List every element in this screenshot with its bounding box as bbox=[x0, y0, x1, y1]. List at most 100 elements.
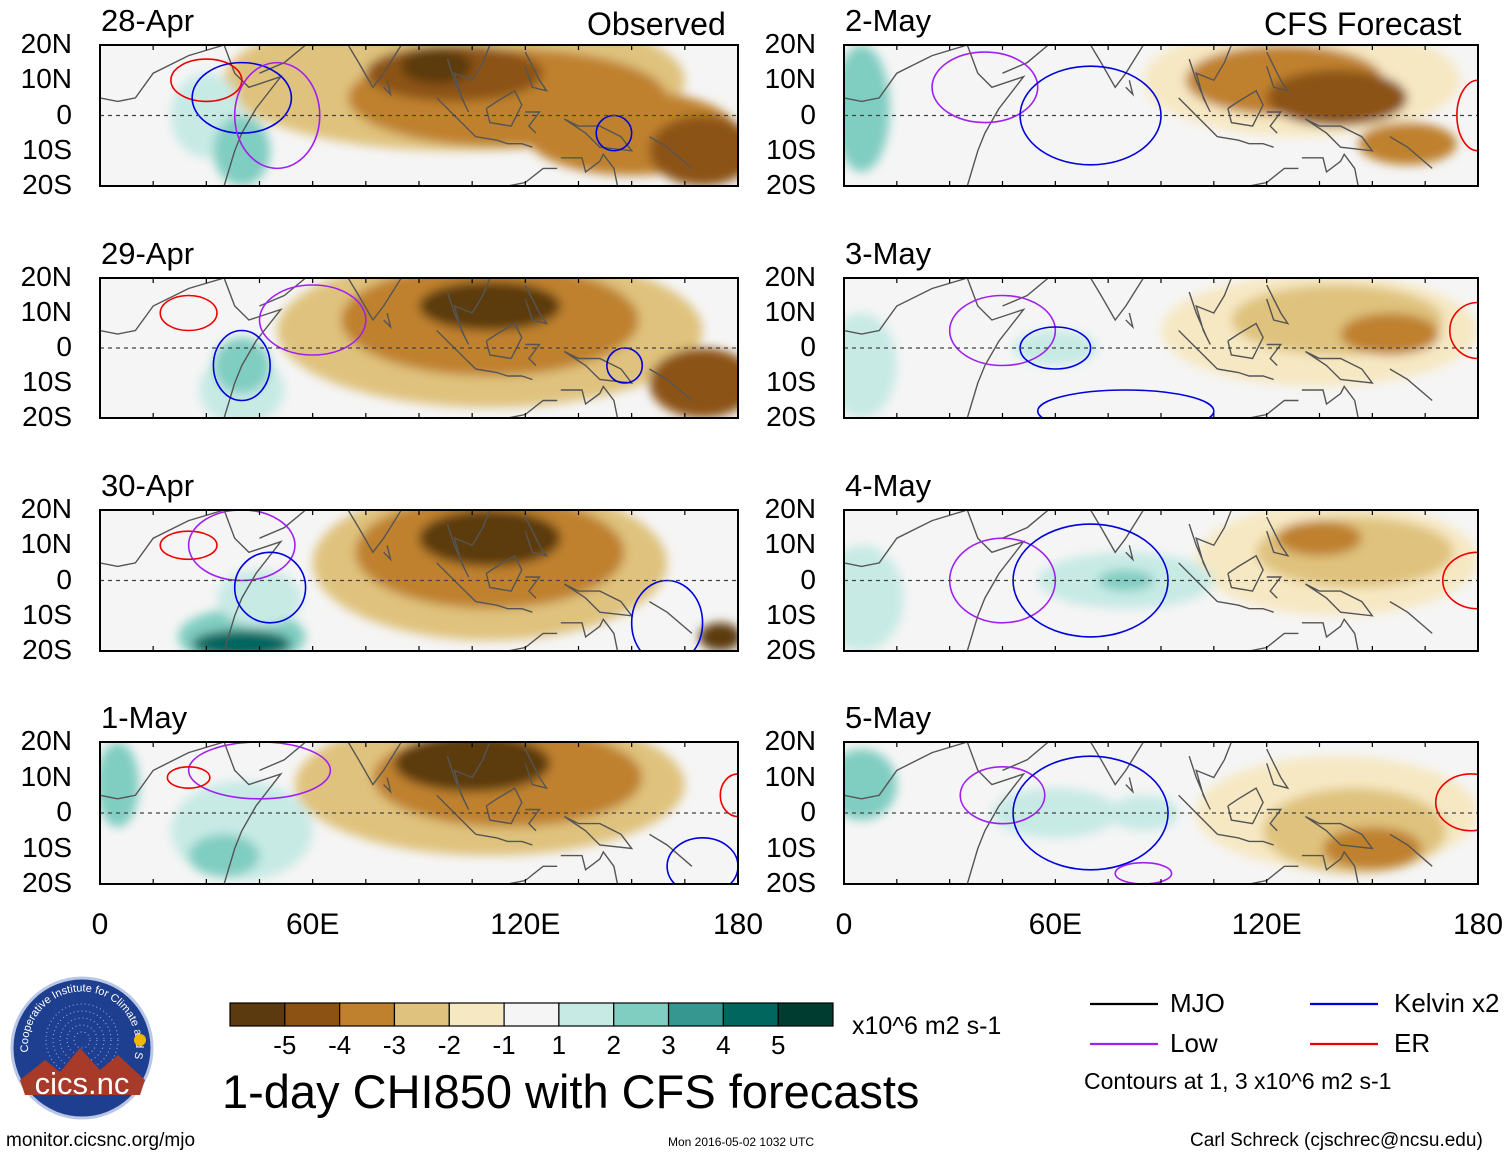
y-tick-label: 10S bbox=[22, 598, 72, 630]
y-tick-label: 20N bbox=[764, 261, 816, 292]
wave-contour bbox=[233, 551, 307, 624]
coastline bbox=[1389, 136, 1433, 169]
coastline bbox=[560, 385, 619, 418]
logo-mountains bbox=[20, 1048, 145, 1095]
coastline bbox=[844, 45, 968, 103]
x-tick-label: 0 bbox=[835, 908, 853, 941]
coastline bbox=[1301, 385, 1359, 418]
chart-title: 1-day CHI850 with CFS forecasts bbox=[222, 1065, 920, 1118]
coastline bbox=[1305, 583, 1374, 617]
wave-contour bbox=[1434, 773, 1478, 832]
panel-date-label: 29-Apr bbox=[101, 236, 195, 271]
y-tick-label: 10S bbox=[766, 598, 816, 630]
coastline bbox=[1266, 748, 1290, 790]
coastline bbox=[347, 278, 427, 322]
coastline bbox=[100, 742, 225, 800]
wave-contour bbox=[258, 284, 367, 356]
map-panel bbox=[843, 44, 1479, 187]
x-tick-label: 0 bbox=[91, 908, 109, 941]
coastline bbox=[1248, 399, 1299, 418]
map-panel bbox=[843, 509, 1479, 652]
coastline bbox=[1266, 808, 1283, 832]
y-tick-label: 20N bbox=[764, 28, 816, 59]
x-tick-label: 120E bbox=[1231, 908, 1302, 941]
y-tick-label: 10S bbox=[766, 831, 816, 863]
anomaly-region bbox=[1266, 69, 1408, 127]
coastline bbox=[1089, 742, 1168, 786]
coastline bbox=[563, 118, 634, 152]
coastline bbox=[223, 45, 283, 186]
coastline bbox=[259, 742, 307, 772]
y-tick-label: 20S bbox=[766, 867, 816, 898]
wave-contour bbox=[212, 329, 271, 402]
coastline bbox=[563, 815, 634, 850]
coastline bbox=[1301, 152, 1359, 186]
y-tick-label: 0 bbox=[800, 331, 816, 362]
coastline bbox=[485, 787, 523, 825]
coastline bbox=[1248, 632, 1299, 651]
y-tick-label: 10N bbox=[20, 63, 72, 95]
y-tick-label: 10N bbox=[20, 296, 72, 327]
column-header-observed: Observed bbox=[587, 6, 726, 42]
coastline bbox=[1188, 510, 1233, 578]
legend-label: Low bbox=[1170, 1028, 1218, 1058]
panel-date-label: 30-Apr bbox=[101, 468, 195, 503]
legend bbox=[1090, 1002, 1378, 1046]
coastline bbox=[1248, 167, 1299, 186]
coastline bbox=[223, 278, 283, 418]
colorbar-tick-label: -5 bbox=[273, 1030, 297, 1060]
colorbar-swatch bbox=[613, 1002, 670, 1027]
colorbar-swatch bbox=[777, 1002, 834, 1027]
coastline bbox=[1301, 850, 1359, 884]
y-tick-label: 10N bbox=[764, 760, 816, 792]
coastline bbox=[507, 399, 558, 418]
x-tick-label: 60E bbox=[1028, 908, 1083, 941]
coastline bbox=[446, 45, 491, 113]
coastline bbox=[844, 510, 968, 568]
colorbar-swatch bbox=[393, 1002, 450, 1027]
anomaly-region bbox=[844, 313, 897, 418]
wave-contour bbox=[959, 766, 1046, 825]
coastline bbox=[223, 742, 283, 884]
y-tick-label: 20N bbox=[20, 261, 72, 292]
colorbar-tick-label: 3 bbox=[661, 1030, 676, 1060]
coastline bbox=[223, 510, 283, 651]
panel-date-label: 3-May bbox=[845, 236, 932, 271]
anomaly-region bbox=[1358, 122, 1457, 165]
y-tick-label: 20S bbox=[766, 169, 816, 200]
coastline bbox=[844, 742, 968, 800]
coastline bbox=[649, 600, 693, 634]
anomaly-region bbox=[213, 115, 271, 186]
coastline bbox=[1389, 368, 1433, 402]
coastline bbox=[649, 136, 693, 169]
coastline bbox=[1227, 554, 1264, 592]
coastline bbox=[966, 510, 1026, 651]
legend-label: ER bbox=[1394, 1028, 1431, 1058]
y-tick-label: 10S bbox=[766, 366, 816, 397]
coastline bbox=[560, 617, 619, 651]
coastline bbox=[383, 312, 392, 330]
y-tick-label: 10N bbox=[20, 528, 72, 560]
y-tick-label: 0 bbox=[800, 98, 816, 130]
coastline bbox=[1002, 278, 1049, 307]
anomaly-region bbox=[100, 742, 139, 828]
y-tick-label: 20S bbox=[22, 401, 72, 432]
coastline bbox=[446, 510, 491, 578]
coastline bbox=[507, 167, 558, 186]
colorbar-tick-label: 5 bbox=[770, 1030, 786, 1060]
coastline bbox=[383, 80, 392, 97]
anomaly-region bbox=[844, 45, 890, 172]
coastline bbox=[446, 278, 491, 345]
coastline bbox=[1266, 516, 1290, 557]
y-tick-label: 20S bbox=[22, 867, 72, 898]
coastline bbox=[1266, 111, 1283, 134]
coastline bbox=[485, 89, 523, 127]
legend-label: MJO bbox=[1170, 988, 1225, 1018]
anomaly-region bbox=[419, 510, 561, 567]
y-tick-label: 0 bbox=[56, 563, 72, 595]
coastline bbox=[475, 600, 533, 613]
y-tick-label: 20S bbox=[766, 634, 816, 665]
map-panel bbox=[843, 277, 1479, 419]
coastline bbox=[1217, 833, 1274, 846]
map-panel bbox=[99, 44, 739, 187]
